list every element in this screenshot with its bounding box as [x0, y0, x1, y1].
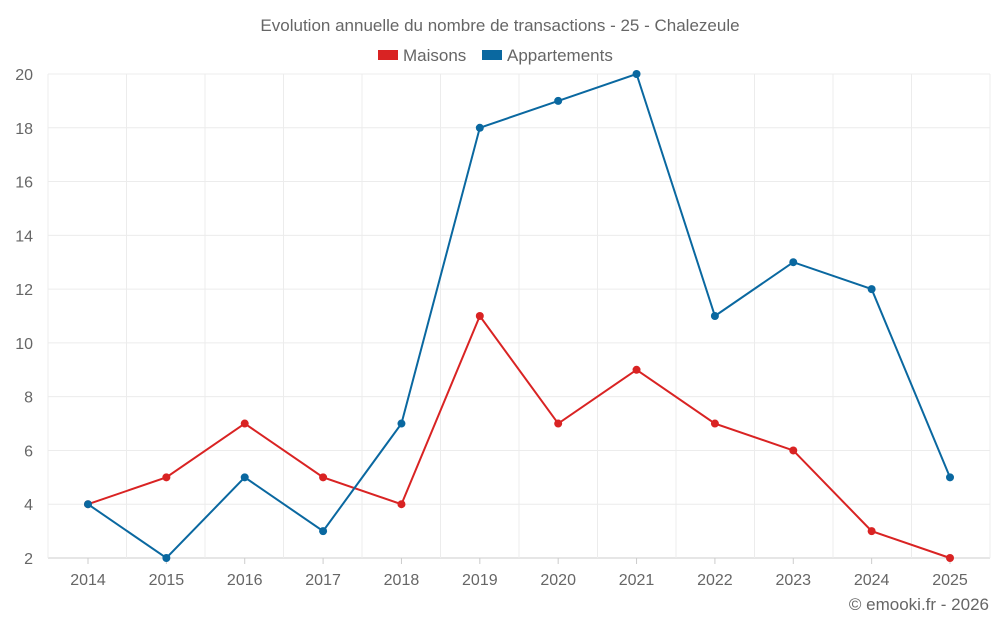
data-point — [319, 527, 328, 536]
legend-swatch — [378, 50, 398, 60]
x-tick-label: 2020 — [540, 572, 576, 589]
y-tick-label: 18 — [15, 121, 33, 138]
data-point — [946, 554, 954, 562]
data-point — [946, 473, 954, 482]
legend: Maisons Appartements — [378, 46, 613, 65]
data-point — [867, 527, 876, 536]
series-line — [87, 313, 951, 559]
x-tick-label: 2021 — [619, 572, 655, 589]
x-tick-label: 2015 — [149, 572, 185, 589]
y-tick-label: 8 — [24, 390, 33, 407]
data-point — [710, 312, 719, 320]
legend-label: Maisons — [403, 46, 466, 65]
data-point — [554, 419, 563, 428]
data-point — [397, 419, 406, 428]
y-tick-label: 10 — [15, 336, 33, 353]
credit: © emooki.fr - 2026 — [849, 595, 989, 614]
y-tick-label: 6 — [24, 443, 33, 460]
data-point — [162, 554, 171, 562]
data-point — [240, 473, 249, 482]
x-tick-label: 2024 — [854, 572, 890, 589]
data-point — [162, 473, 171, 482]
x-tick-label: 2023 — [775, 572, 811, 589]
grid — [47, 73, 991, 559]
x-tick-label: 2016 — [227, 572, 263, 589]
x-tick-label: 2022 — [697, 572, 733, 589]
data-point — [319, 473, 328, 482]
x-tick-label: 2017 — [305, 572, 341, 589]
data-point — [240, 419, 249, 428]
y-tick-label: 20 — [15, 67, 33, 84]
y-tick-label: 16 — [15, 175, 33, 192]
series-appartements — [84, 70, 954, 562]
series — [84, 70, 954, 562]
x-tick-label: 2014 — [70, 572, 106, 589]
data-point — [789, 258, 798, 267]
series-line — [87, 72, 951, 560]
y-tick-label: 14 — [15, 228, 33, 245]
series-maisons — [84, 312, 954, 562]
data-point — [475, 123, 484, 132]
legend-swatch — [482, 50, 502, 60]
y-tick-label: 4 — [24, 497, 33, 514]
x-axis: 2014 2015 2016 2017 2018 2019 2020 2021 2022 2023… — [70, 558, 968, 589]
data-point — [632, 70, 641, 78]
y-tick-label: 12 — [15, 282, 33, 299]
y-tick-label: 2 — [24, 551, 33, 568]
x-tick-label: 2019 — [462, 572, 498, 589]
x-tick-label: 2018 — [384, 572, 420, 589]
data-point — [632, 365, 641, 374]
legend-label: Appartements — [507, 46, 613, 65]
x-tick-label: 2025 — [932, 572, 968, 589]
data-point — [710, 419, 719, 428]
y-axis: 2 4 6 8 10 12 14 16 18 20 — [15, 67, 33, 568]
data-point — [867, 285, 876, 294]
data-point — [789, 446, 798, 455]
data-point — [475, 312, 484, 320]
data-point — [84, 500, 92, 509]
chart-title: Evolution annuelle du nombre de transact… — [260, 16, 739, 35]
data-point — [554, 96, 563, 105]
data-point — [397, 500, 406, 509]
